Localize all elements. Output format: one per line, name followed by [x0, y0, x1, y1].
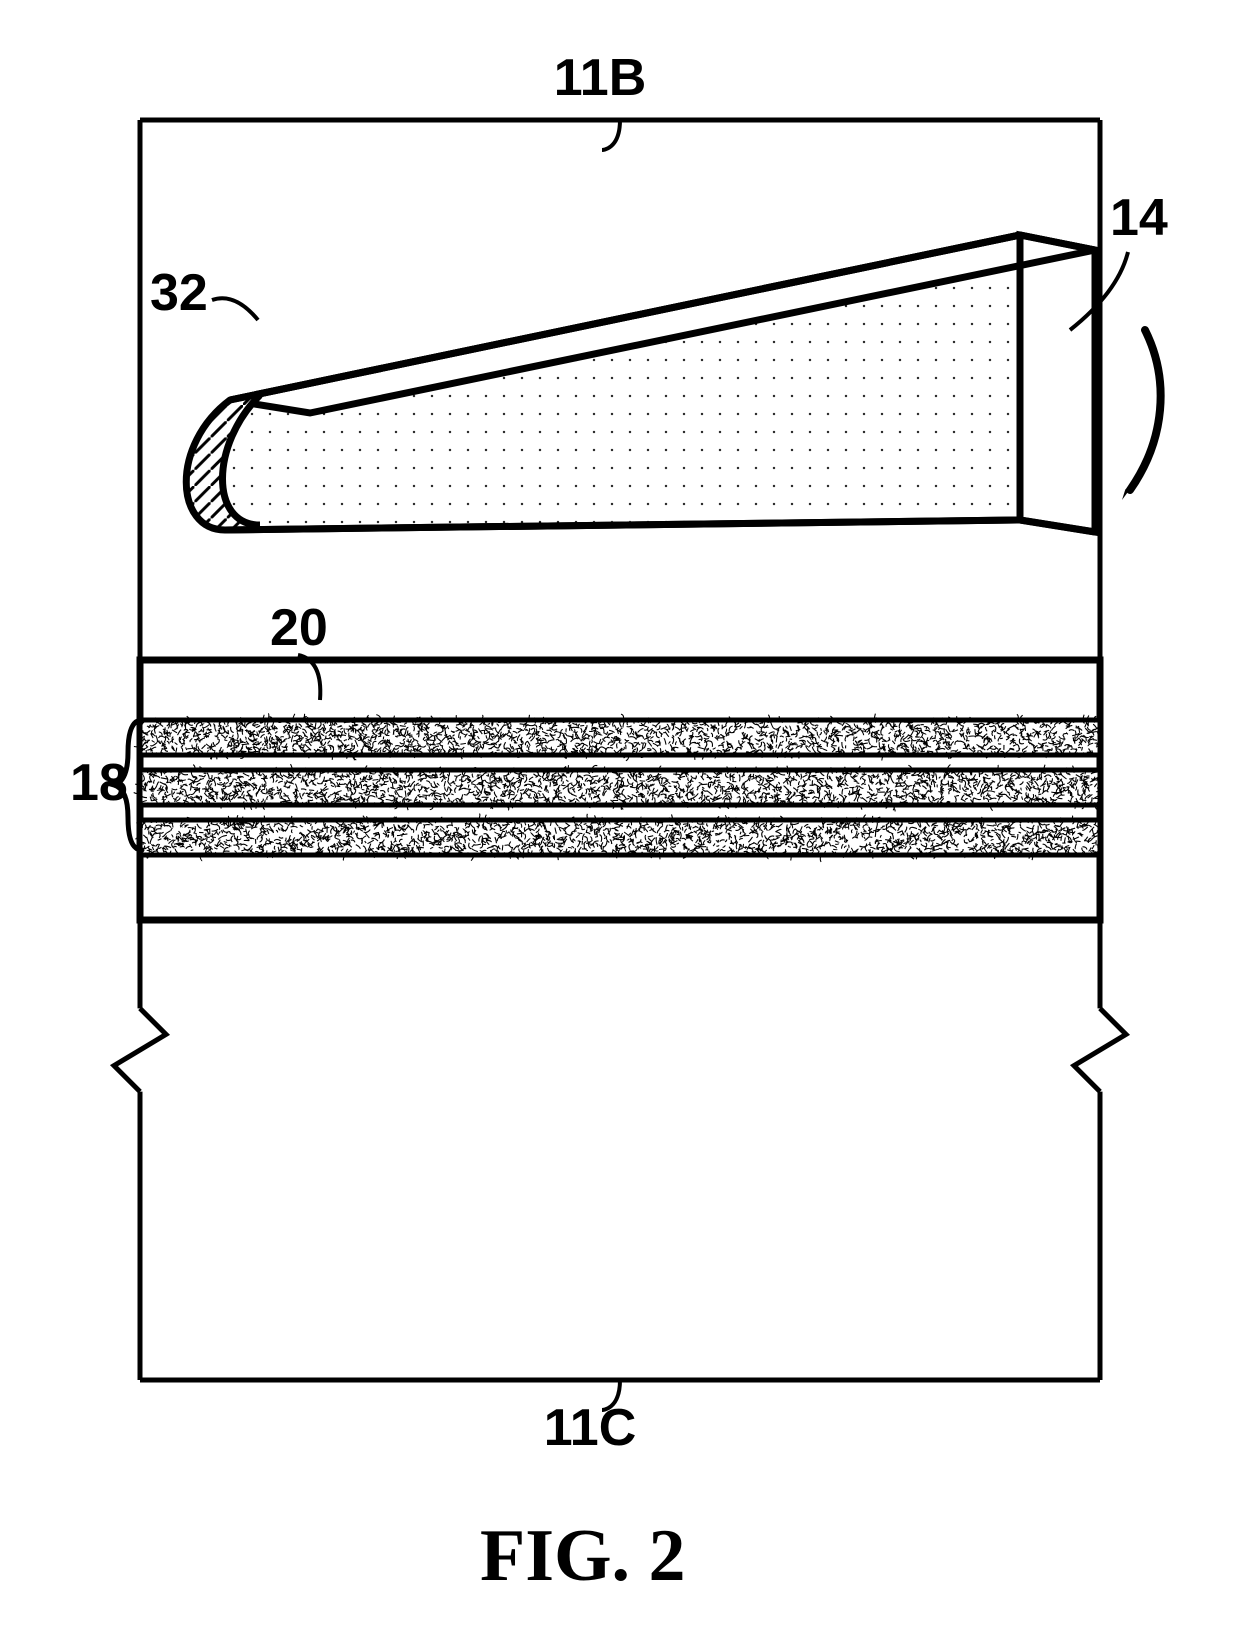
texture-band-0 — [134, 714, 1102, 761]
label-32: 32 — [150, 264, 208, 322]
leader-32 — [212, 298, 258, 320]
texture-band-2 — [135, 814, 1102, 862]
tick-11B — [602, 120, 620, 150]
frame-right-break — [1074, 1008, 1126, 1091]
frame-left-break — [114, 1008, 166, 1091]
fold-arrow-head — [1122, 470, 1144, 500]
fold-arrow — [1130, 330, 1161, 490]
fold-panel — [186, 235, 1095, 532]
label-11B: 11B — [554, 49, 647, 107]
label-11C: 11C — [544, 1399, 637, 1457]
label-20: 20 — [270, 599, 328, 657]
label-14: 14 — [1110, 189, 1168, 247]
figure-title: FIG. 2 — [480, 1515, 686, 1597]
texture-band-1 — [134, 764, 1103, 811]
